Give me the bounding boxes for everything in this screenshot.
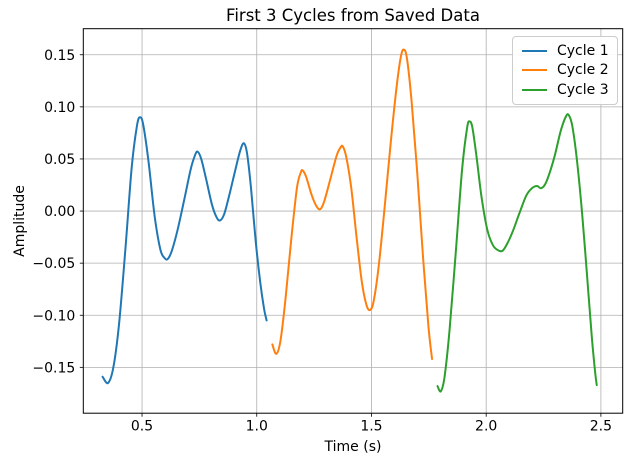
x-tick-label: 1.0: [246, 419, 268, 435]
x-tick-label: 1.5: [360, 419, 382, 435]
series-line-cycle-3: [436, 113, 598, 393]
x-tick-label: 2.0: [475, 419, 497, 435]
y-tick-label: 0.10: [44, 100, 75, 116]
x-axis-label: Time (s): [324, 439, 382, 455]
legend-label-cycle-3: Cycle 3: [557, 82, 609, 99]
x-tick-label: 0.5: [131, 419, 153, 435]
legend-line-sample-cycle-2: [522, 69, 547, 72]
y-tick-label: −0.05: [32, 256, 75, 272]
series-line-cycle-1: [101, 116, 268, 385]
legend-line-sample-cycle-1: [522, 49, 547, 52]
legend-label-cycle-1: Cycle 1: [557, 42, 609, 59]
y-tick-label: 0.05: [44, 152, 75, 168]
y-tick-label: 0.15: [44, 48, 75, 64]
legend-line-sample-cycle-3: [522, 89, 547, 92]
legend-item-cycle-2: Cycle 2: [522, 62, 609, 79]
legend-item-cycle-3: Cycle 3: [522, 82, 609, 99]
y-tick-label: 0.00: [44, 204, 75, 220]
legend-item-cycle-1: Cycle 1: [522, 42, 609, 59]
legend: Cycle 1 Cycle 2 Cycle 3: [512, 36, 618, 105]
y-axis-label: Amplitude: [12, 185, 28, 257]
x-tick-label: 2.5: [590, 419, 612, 435]
series-line-cycle-2: [271, 48, 434, 361]
axes-spines: [82, 28, 624, 414]
chart-title: First 3 Cycles from Saved Data: [226, 6, 480, 25]
y-tick-label: −0.10: [32, 308, 75, 324]
y-tick-label: −0.15: [32, 360, 75, 376]
legend-label-cycle-2: Cycle 2: [557, 62, 609, 79]
